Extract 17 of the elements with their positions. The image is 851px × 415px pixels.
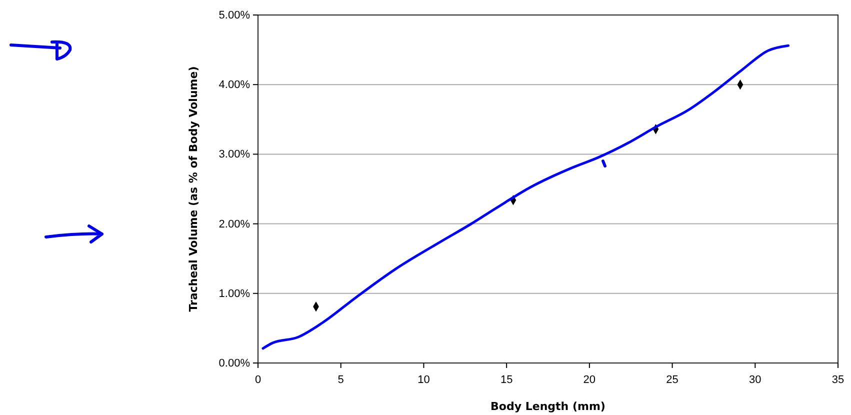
y-tick-label: 2.00% bbox=[218, 218, 250, 230]
x-tick-label: 5 bbox=[338, 374, 344, 386]
y-tick-label: 5.00% bbox=[218, 10, 250, 22]
x-tick-label: 15 bbox=[500, 374, 513, 386]
x-axis-title: Body Length (mm) bbox=[490, 400, 606, 413]
y-tick-label: 1.00% bbox=[218, 288, 250, 300]
line-series bbox=[262, 44, 790, 350]
x-tick-label: 35 bbox=[832, 374, 844, 386]
x-tick-label: 10 bbox=[418, 374, 430, 386]
y-tick-label: 4.00% bbox=[218, 79, 250, 92]
y-axis-title: Tracheal Volume (as % of Body Volume) bbox=[187, 66, 200, 312]
y-tick-label: 3.00% bbox=[218, 148, 250, 161]
x-tick-label: 30 bbox=[749, 374, 762, 386]
x-tick-label: 0 bbox=[254, 374, 262, 386]
x-tick-label: 25 bbox=[666, 374, 678, 386]
x-tick-label: 20 bbox=[583, 374, 596, 386]
y-tick-label: 0.00% bbox=[218, 358, 250, 370]
